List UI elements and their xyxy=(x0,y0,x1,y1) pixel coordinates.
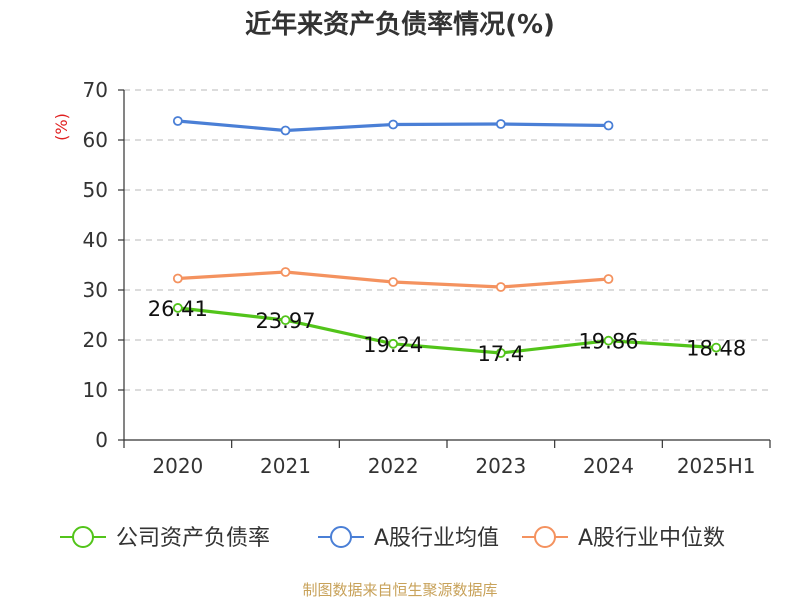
chart-title: 近年来资产负债率情况(%) xyxy=(245,9,555,40)
legend-label: A股行业中位数 xyxy=(578,526,725,551)
data-point xyxy=(280,315,291,326)
legend-marker xyxy=(330,526,352,548)
data-point xyxy=(172,303,183,313)
series-line-0 xyxy=(177,306,717,355)
legend-marker xyxy=(72,526,94,548)
data-label: 17.4 xyxy=(477,342,524,366)
y-tick-label: 40 xyxy=(83,228,108,252)
data-point xyxy=(388,119,399,130)
data-point xyxy=(172,273,183,284)
x-tick-label: 2020 xyxy=(152,454,203,478)
data-point xyxy=(388,338,399,349)
data-label: 19.86 xyxy=(578,330,638,354)
data-point xyxy=(603,120,614,131)
data-label: 19.24 xyxy=(363,333,423,357)
x-tick-label: 2024 xyxy=(583,454,634,478)
data-label: 23.97 xyxy=(255,309,315,333)
legend-item-2[interactable]: A股行业中位数 xyxy=(522,526,725,551)
legend-label: A股行业均值 xyxy=(374,526,499,551)
legend-item-0[interactable]: 公司资产负债率 xyxy=(60,526,270,551)
x-tick-label: 2021 xyxy=(260,454,311,478)
data-label: 18.48 xyxy=(686,337,746,361)
y-axis-label: (%) xyxy=(52,113,71,141)
data-point xyxy=(280,267,291,277)
data-point xyxy=(495,348,506,358)
legend-marker xyxy=(534,526,556,548)
source-note: 制图数据来自恒生聚源数据库 xyxy=(302,581,497,599)
data-point xyxy=(711,342,722,353)
data-point xyxy=(388,277,399,287)
data-point xyxy=(172,116,183,126)
legend-item-1[interactable]: A股行业均值 xyxy=(318,526,499,551)
x-tick-label: 2025H1 xyxy=(677,454,756,478)
data-label: 26.41 xyxy=(148,297,208,321)
data-point xyxy=(495,119,506,129)
y-tick-label: 20 xyxy=(83,328,108,352)
y-tick-label: 70 xyxy=(83,78,108,102)
legend[interactable]: 公司资产负债率 A股行业均值 A股行业中位数 xyxy=(60,526,725,551)
data-labels: 26.41 23.97 19.24 17.4 19.86 18.48 xyxy=(148,297,746,366)
x-tick-label: 2023 xyxy=(475,454,526,478)
data-point xyxy=(603,274,614,284)
y-tick-label: 10 xyxy=(83,378,108,402)
data-point xyxy=(495,282,506,292)
y-tick-label: 50 xyxy=(83,178,108,202)
x-tick-label: 2022 xyxy=(368,454,419,478)
legend-label: 公司资产负债率 xyxy=(116,526,270,551)
axes: 0 10 20 30 40 50 60 70 2020 2021 2022 2023 2024 2025H… xyxy=(83,78,771,478)
y-tick-label: 60 xyxy=(83,128,108,152)
grid-lines xyxy=(124,89,770,391)
series-group xyxy=(172,116,722,358)
y-tick-label: 0 xyxy=(95,428,108,452)
y-tick-label: 30 xyxy=(83,278,108,302)
data-point xyxy=(603,335,614,346)
data-point xyxy=(280,125,291,136)
